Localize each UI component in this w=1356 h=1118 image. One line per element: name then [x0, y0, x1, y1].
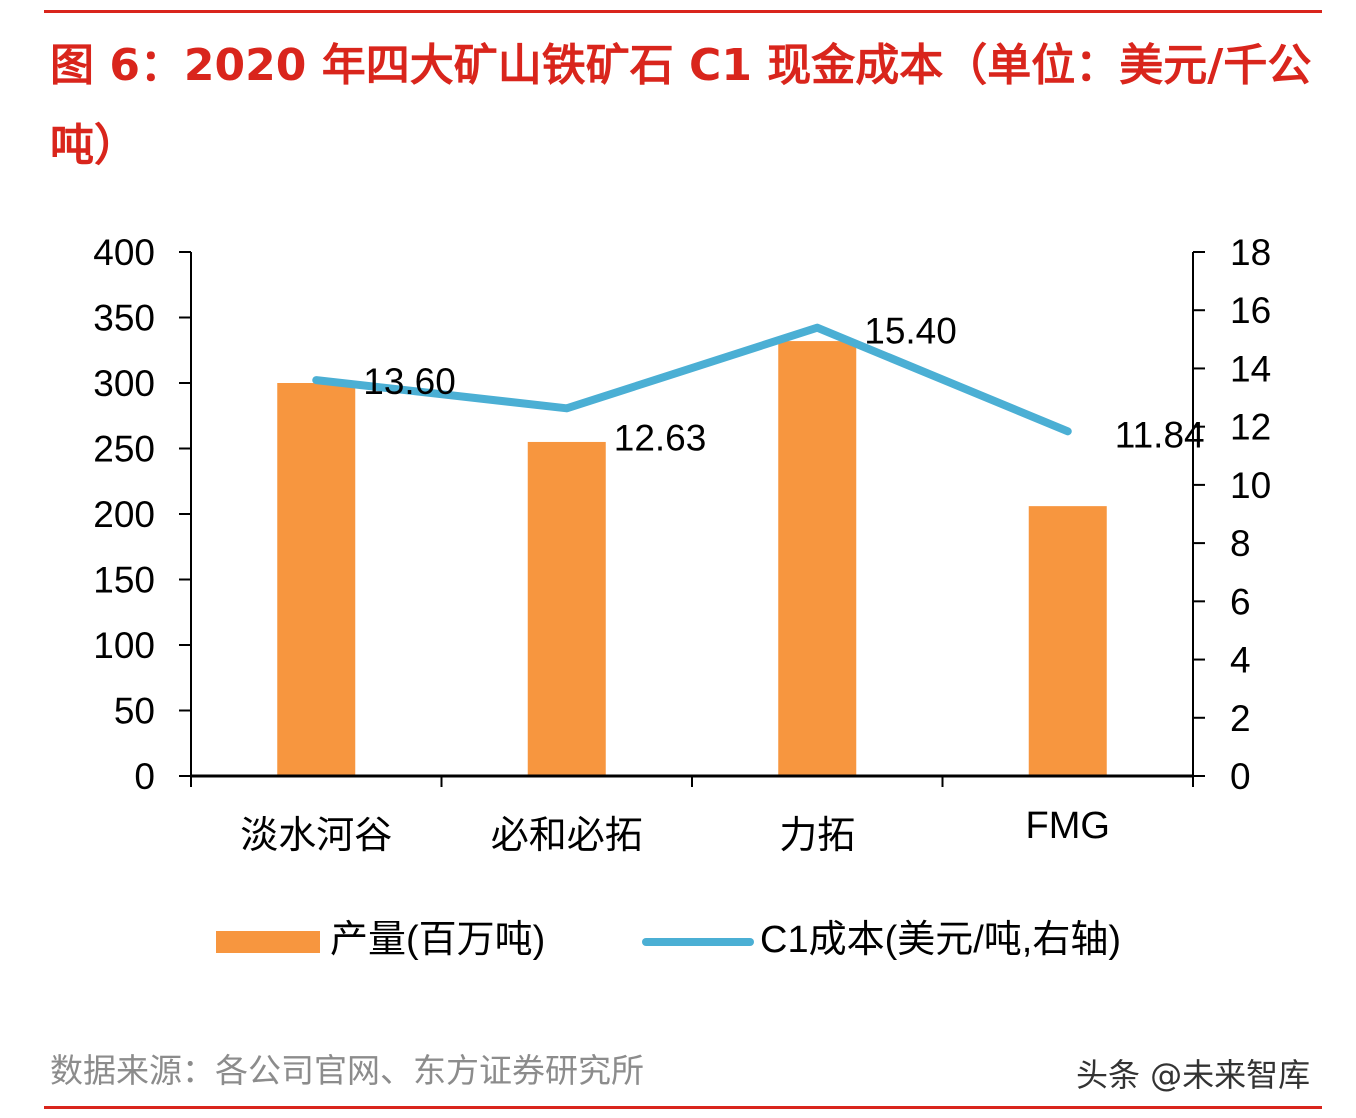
bar-0 [277, 383, 356, 776]
bar-1 [527, 441, 606, 776]
right-tick-label: 2 [1230, 698, 1251, 739]
category-label: FMG [1026, 805, 1110, 847]
data-label: 13.60 [363, 361, 456, 402]
right-tick-label: 4 [1230, 640, 1251, 681]
right-tick-label: 14 [1230, 348, 1271, 389]
left-tick-label: 300 [93, 363, 155, 404]
data-label: 11.84 [1115, 414, 1205, 455]
left-tick-label: 100 [93, 625, 155, 666]
top-rule [44, 10, 1322, 13]
left-tick-label: 200 [93, 494, 155, 535]
left-tick-label: 400 [93, 232, 155, 273]
left-tick-label: 0 [134, 756, 155, 797]
left-tick-label: 150 [93, 560, 155, 601]
legend-line-label: C1成本(美元/吨,右轴) [760, 919, 1121, 961]
right-tick-label: 6 [1230, 581, 1251, 622]
cost-line [312, 323, 1072, 436]
chart-svg: 0 50 100 150 200 250 300 350 400 0 2 4 6 8 10 12 14 16 18 淡… [93, 232, 1271, 961]
left-tick-label: 250 [93, 429, 155, 470]
category-label: 力拓 [779, 815, 855, 857]
left-tick-label: 50 [114, 691, 155, 732]
bottom-rule [44, 1106, 1322, 1109]
chart-title: 图 6：2020 年四大矿山铁矿石 C1 现金成本（单位：美元/千公吨） [50, 40, 1312, 171]
source-note: 数据来源：各公司官网、东方证券研究所 [50, 1051, 644, 1090]
data-label: 12.63 [614, 417, 707, 458]
right-tick-label: 18 [1230, 232, 1271, 273]
data-label: 15.40 [864, 311, 957, 352]
legend-bar-swatch [216, 931, 320, 953]
watermark: 头条 @未来智库 [1076, 1056, 1311, 1094]
right-tick-label: 8 [1230, 523, 1251, 564]
left-tick-label: 350 [93, 298, 155, 339]
category-label: 必和必拓 [491, 815, 643, 857]
right-tick-label: 10 [1230, 465, 1271, 506]
right-tick-label: 12 [1230, 407, 1271, 448]
bar-3 [1028, 506, 1107, 776]
bar-2 [778, 341, 857, 776]
right-tick-label: 16 [1230, 290, 1271, 331]
category-label: 淡水河谷 [240, 815, 392, 857]
right-tick-label: 0 [1230, 756, 1251, 797]
legend-bar-label: 产量(百万吨) [330, 919, 545, 961]
